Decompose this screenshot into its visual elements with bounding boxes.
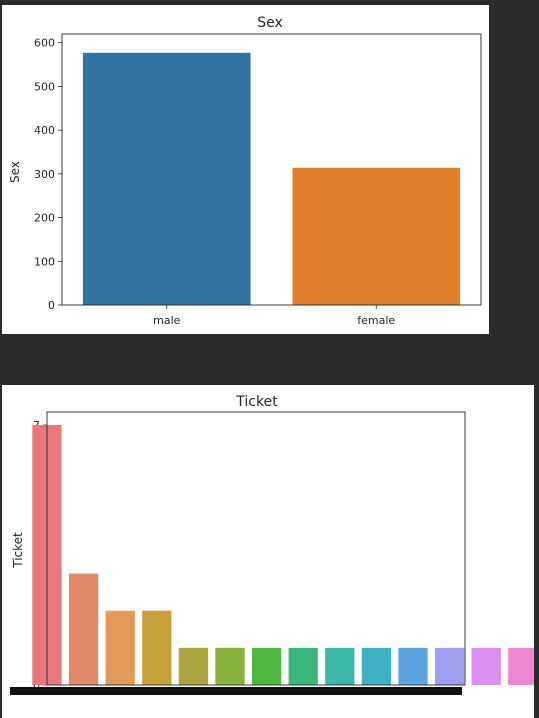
bar-13 [471, 647, 501, 685]
y-tick-label: 100 [34, 255, 55, 268]
bar-6 [215, 647, 245, 685]
y-axis-label: Sex [8, 161, 22, 183]
bar-3 [105, 610, 135, 685]
y-axis-label: Ticket [11, 532, 25, 569]
bar-2 [68, 573, 99, 685]
y-tick-label: 300 [34, 168, 55, 181]
sex-chart-panel: Sex Sex 0 100 200 300 400 500 600 male female [2, 5, 489, 334]
bar-10 [361, 647, 392, 685]
y-tick-label: 500 [34, 80, 55, 93]
x-tick-label-overlap-band [10, 687, 462, 695]
bar-5 [178, 647, 209, 685]
ticket-bar-chart: Ticket Ticket 01234567 [10, 394, 534, 695]
y-tick-label: 400 [34, 124, 55, 137]
plot-frame [46, 411, 466, 686]
bar-male [82, 52, 251, 305]
bar-12 [434, 647, 465, 685]
y-tick-label: 600 [34, 37, 55, 50]
bar-8 [288, 647, 318, 685]
sex-bar-chart: Sex Sex 0 100 200 300 400 500 600 male female [8, 15, 482, 327]
x-tick-label: male [153, 314, 181, 327]
bar-14 [508, 647, 534, 685]
bar-11 [398, 647, 428, 685]
bar-7 [251, 647, 282, 685]
bar-female [292, 167, 461, 305]
y-tick-label: 0 [48, 299, 55, 312]
chart-title: Ticket [235, 394, 278, 410]
y-tick-label: 200 [34, 212, 55, 225]
ticket-chart-panel: Ticket Ticket 01234567 [2, 385, 534, 718]
x-tick-label: female [357, 314, 395, 327]
chart-title: Sex [257, 15, 283, 31]
bar-9 [325, 647, 355, 685]
plot-frame [61, 33, 482, 306]
bar-4 [142, 610, 172, 685]
y-tick-label: 0 [33, 679, 40, 692]
